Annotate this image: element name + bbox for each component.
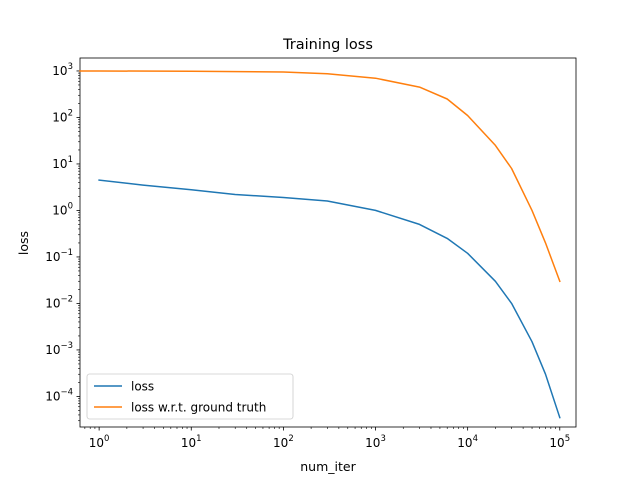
y-axis-label: loss — [16, 231, 31, 255]
y-tick-label: 103 — [52, 62, 73, 78]
series-layer — [79, 70, 561, 419]
legend: loss loss w.r.t. ground truth — [86, 373, 294, 420]
y-tick-label: 102 — [52, 108, 73, 124]
plot-area — [78, 57, 577, 429]
series-line-1 — [79, 70, 561, 283]
x-axis-label: num_iter — [300, 459, 356, 474]
x-tick-label: 104 — [457, 434, 478, 450]
legend-label: loss — [131, 380, 154, 394]
y-tick-label: 10−2 — [45, 294, 73, 310]
x-tick-label: 100 — [89, 434, 110, 450]
y-tick-label: 100 — [52, 201, 73, 217]
y-tick-label: 10−4 — [45, 387, 73, 403]
x-tick-label: 102 — [273, 434, 294, 450]
legend-label: loss w.r.t. ground truth — [131, 401, 266, 415]
x-tick-label: 101 — [181, 434, 202, 450]
chart-title: Training loss — [282, 37, 373, 53]
y-tick-label: 10−3 — [45, 341, 73, 357]
series-line-0 — [98, 179, 561, 419]
minor-ticks — [78, 72, 556, 429]
x-tick-label: 105 — [549, 434, 570, 450]
x-axis-ticks: 100 101 102 103 104 105 — [89, 427, 570, 450]
y-axis-ticks: 10−4 10−3 10−2 10−1 100 101 102 103 — [45, 62, 80, 403]
y-tick-label: 101 — [52, 155, 73, 171]
y-tick-label: 10−1 — [45, 248, 73, 264]
x-tick-label: 103 — [365, 434, 386, 450]
legend-box — [86, 373, 294, 420]
axes-frame — [79, 57, 577, 428]
